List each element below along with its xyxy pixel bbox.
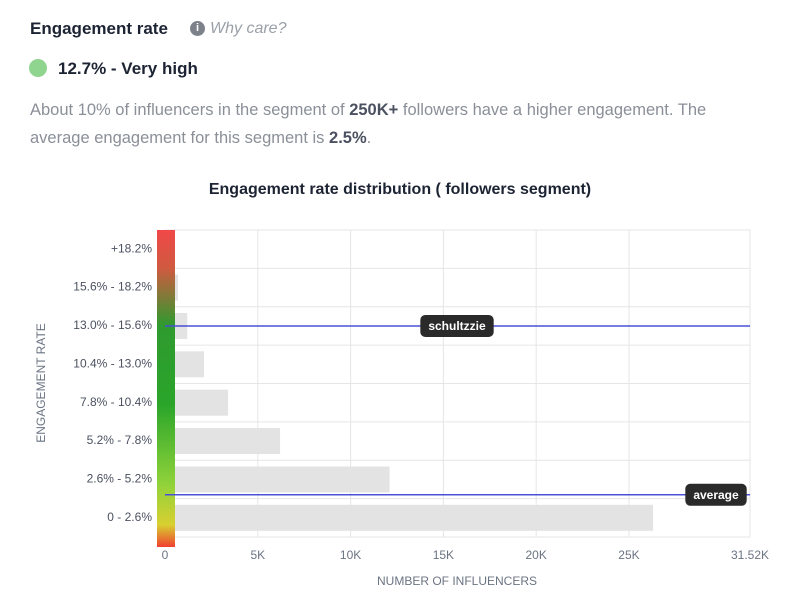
y-tick-label: 0 - 2.6% [107,510,152,524]
description-segment: 250K+ [349,101,399,119]
marker-badge-bg [420,314,494,337]
x-tick-label: 10K [340,548,361,562]
bar [165,466,390,493]
bar [165,428,281,455]
marker-label: average [693,488,739,502]
y-axis-label: ENGAGEMENT RATE [34,323,48,443]
y-tick-label: 7.8% - 10.4% [80,395,152,409]
y-tick-label: 2.6% - 5.2% [87,472,153,486]
y-tick-label: 10.4% - 13.0% [73,356,152,370]
status-text: 12.7% - Very high [58,59,198,78]
x-tick-label: 5K [250,548,265,562]
status-dot [29,59,47,77]
description: About 10% of influencers in the segment … [30,96,770,152]
heat-scale [157,230,175,547]
section-title: Engagement rate [30,19,168,38]
description-segment: followers have a higher engagement. The … [30,101,707,147]
x-tick-label: 25K [618,548,639,562]
marker-badge: schultzzie [420,314,494,337]
y-tick-label: +18.2% [111,241,152,255]
marker-label: schultzzie [428,319,486,333]
x-tick-label: 20K [526,548,547,562]
y-tick-label: 13.0% - 15.6% [73,318,152,332]
description-segment: 2.5% [329,129,367,147]
description-segment: About 10% of influencers in the segment … [30,101,350,119]
description-segment: . [366,129,372,147]
bar [165,389,229,416]
marker-badge-bg [685,483,747,506]
chart-title: Engagement rate distribution ( followers… [209,181,591,198]
x-axis-label: NUMBER OF INFLUENCERS [377,574,537,588]
info-icon[interactable]: i [190,21,205,36]
x-tick-label: 15K [433,548,454,562]
help-link[interactable]: Why care? [210,20,287,37]
x-tick-label: 0 [162,548,169,562]
bar [165,504,654,531]
x-tick-label: 31.52K [731,548,769,562]
y-tick-label: 15.6% - 18.2% [73,280,152,294]
marker-badge: average [685,483,747,506]
markers: schultzzie average [165,314,750,506]
y-tick-label: 5.2% - 7.8% [87,433,153,447]
